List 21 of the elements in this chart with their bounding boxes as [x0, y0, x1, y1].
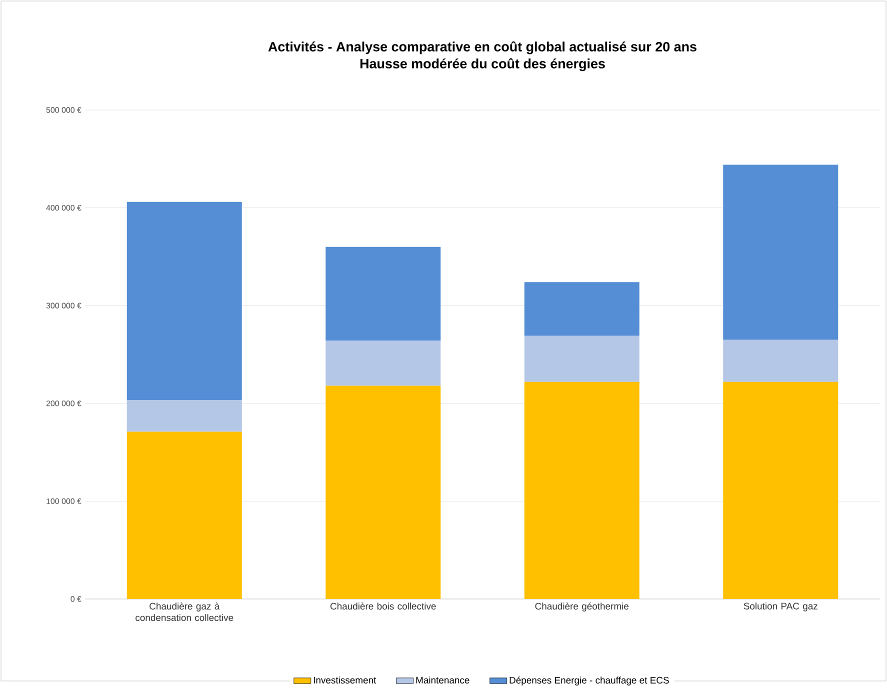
x-tick-label: Chaudière gaz à condensation collective — [136, 602, 234, 622]
bar — [126, 400, 242, 432]
bar — [326, 340, 441, 386]
chart-subtitle: Hausse modérée du coût des énergies — [360, 58, 605, 72]
bar — [326, 246, 441, 341]
bar — [723, 340, 838, 382]
x-tick-label: Chaudière bois collective — [330, 602, 436, 610]
legend-label: Maintenance — [416, 676, 470, 684]
bar — [524, 382, 640, 600]
bar — [126, 432, 242, 600]
x-tick-label: Chaudière géothermie — [535, 602, 629, 612]
legend-label: Dépenses Energie - chauffage et ECS — [510, 676, 669, 686]
bar — [326, 386, 441, 600]
x-tick-label: Solution PAC gaz — [744, 602, 818, 612]
bar — [723, 382, 838, 600]
bar — [524, 282, 640, 336]
legend-label: Investissement — [314, 676, 376, 684]
bar — [524, 336, 640, 382]
bar — [126, 202, 242, 400]
chart-title: Activités - Analyse comparative en coût global actualisé sur 20 ans — [268, 41, 696, 54]
bar — [723, 164, 838, 340]
